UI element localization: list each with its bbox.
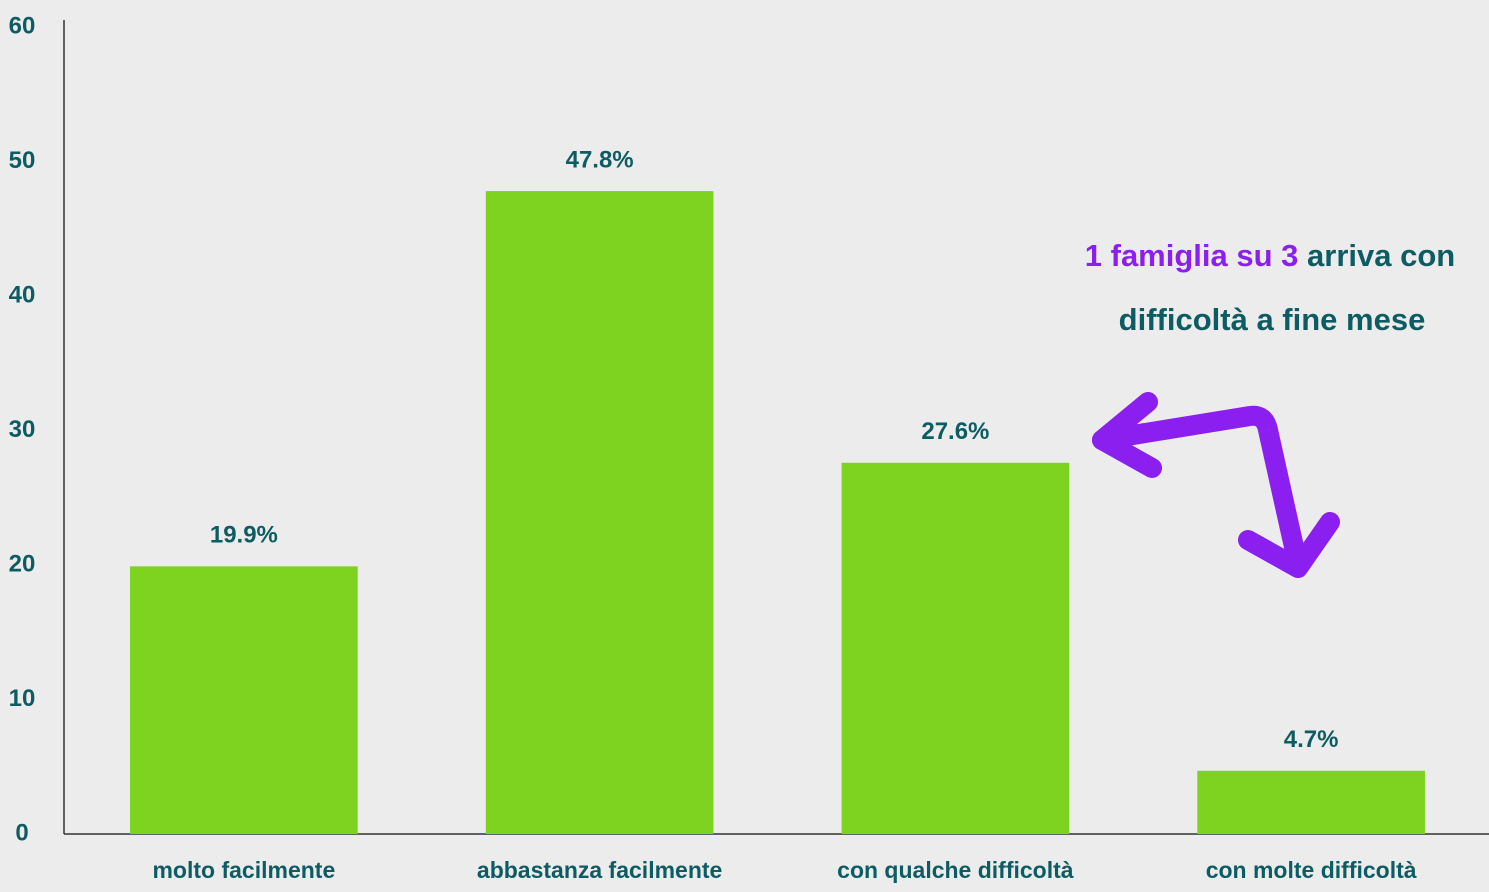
value-label: 47.8% xyxy=(566,146,634,173)
y-tick-label: 50 xyxy=(9,147,36,174)
y-tick-label: 30 xyxy=(9,416,36,443)
x-tick-label: con qualche difficoltà xyxy=(837,857,1074,883)
x-tick-label: con molte difficoltà xyxy=(1206,857,1417,883)
annotation-arrow xyxy=(1092,392,1340,578)
value-label: 4.7% xyxy=(1284,726,1339,753)
y-tick-label: 10 xyxy=(9,685,36,712)
y-tick-label: 40 xyxy=(9,281,36,308)
bar xyxy=(485,191,714,835)
y-tick-label: 0 xyxy=(15,819,28,846)
value-label: 19.9% xyxy=(210,522,278,549)
annotation-text: difficoltà a fine mese xyxy=(1119,302,1426,337)
y-tick-label: 60 xyxy=(9,12,36,39)
value-label: 27.6% xyxy=(921,418,989,445)
x-tick-label: molto facilmente xyxy=(152,857,335,883)
bar xyxy=(130,566,358,834)
annotation-text: arriva con xyxy=(1307,238,1455,273)
y-tick-label: 20 xyxy=(9,550,36,577)
bar xyxy=(1197,770,1425,834)
annotation: 1 famiglia su 3 arriva con xyxy=(1085,238,1455,273)
bar xyxy=(841,462,1070,834)
x-tick-label: abbastanza facilmente xyxy=(477,857,722,883)
annotation-highlight: 1 famiglia su 3 xyxy=(1085,238,1299,273)
